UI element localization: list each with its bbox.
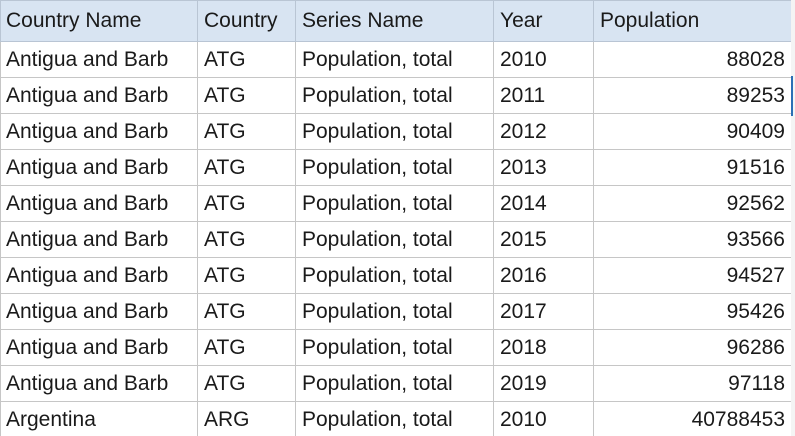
sheet-right-edge: [791, 0, 795, 436]
cell-country-name[interactable]: Antigua and Barb: [0, 365, 198, 402]
cell-population[interactable]: 93566: [593, 221, 792, 258]
cell-country-name[interactable]: Antigua and Barb: [0, 221, 198, 258]
cell-country-code[interactable]: ATG: [197, 149, 296, 186]
table-row: Antigua and Barb ATG Population, total 2…: [0, 149, 792, 186]
cell-country-name[interactable]: Antigua and Barb: [0, 293, 198, 330]
table-row: Argentina ARG Population, total 2010 407…: [0, 401, 792, 436]
header-cell-series-name[interactable]: Series Name: [295, 0, 494, 42]
header-cell-year[interactable]: Year: [493, 0, 594, 42]
cell-series-name[interactable]: Population, total: [295, 293, 494, 330]
cell-population[interactable]: 92562: [593, 185, 792, 222]
cell-year[interactable]: 2017: [493, 293, 594, 330]
cell-series-name[interactable]: Population, total: [295, 221, 494, 258]
cell-year[interactable]: 2012: [493, 113, 594, 150]
cell-year[interactable]: 2010: [493, 401, 594, 436]
cell-population[interactable]: 95426: [593, 293, 792, 330]
header-cell-country[interactable]: Country: [197, 0, 296, 42]
cell-country-code[interactable]: ATG: [197, 257, 296, 294]
cell-country-name[interactable]: Antigua and Barb: [0, 113, 198, 150]
cell-country-name[interactable]: Antigua and Barb: [0, 329, 198, 366]
cell-population[interactable]: 97118: [593, 365, 792, 402]
header-row: Country Name Country Series Name Year Po…: [0, 0, 792, 42]
cell-country-name[interactable]: Antigua and Barb: [0, 185, 198, 222]
selection-edge-marker: [791, 76, 793, 116]
table-row: Antigua and Barb ATG Population, total 2…: [0, 185, 792, 222]
cell-year[interactable]: 2014: [493, 185, 594, 222]
cell-year[interactable]: 2013: [493, 149, 594, 186]
cell-country-name[interactable]: Antigua and Barb: [0, 257, 198, 294]
table-row: Antigua and Barb ATG Population, total 2…: [0, 221, 792, 258]
cell-country-code[interactable]: ARG: [197, 401, 296, 436]
cell-country-code[interactable]: ATG: [197, 113, 296, 150]
cell-country-name[interactable]: Antigua and Barb: [0, 41, 198, 78]
cell-country-name[interactable]: Argentina: [0, 401, 198, 436]
cell-country-code[interactable]: ATG: [197, 185, 296, 222]
table-row: Antigua and Barb ATG Population, total 2…: [0, 77, 792, 114]
cell-population[interactable]: 96286: [593, 329, 792, 366]
cell-series-name[interactable]: Population, total: [295, 185, 494, 222]
cell-series-name[interactable]: Population, total: [295, 365, 494, 402]
cell-country-code[interactable]: ATG: [197, 365, 296, 402]
cell-country-code[interactable]: ATG: [197, 293, 296, 330]
cell-population[interactable]: 90409: [593, 113, 792, 150]
table-row: Antigua and Barb ATG Population, total 2…: [0, 293, 792, 330]
cell-year[interactable]: 2011: [493, 77, 594, 114]
cell-series-name[interactable]: Population, total: [295, 149, 494, 186]
cell-country-name[interactable]: Antigua and Barb: [0, 77, 198, 114]
cell-year[interactable]: 2015: [493, 221, 594, 258]
table-row: Antigua and Barb ATG Population, total 2…: [0, 365, 792, 402]
cell-series-name[interactable]: Population, total: [295, 329, 494, 366]
cell-year[interactable]: 2016: [493, 257, 594, 294]
cell-country-code[interactable]: ATG: [197, 329, 296, 366]
cell-population[interactable]: 89253: [593, 77, 792, 114]
table-row: Antigua and Barb ATG Population, total 2…: [0, 113, 792, 150]
table-row: Antigua and Barb ATG Population, total 2…: [0, 329, 792, 366]
cell-series-name[interactable]: Population, total: [295, 401, 494, 436]
cell-country-code[interactable]: ATG: [197, 41, 296, 78]
cell-year[interactable]: 2018: [493, 329, 594, 366]
cell-year[interactable]: 2010: [493, 41, 594, 78]
cell-population[interactable]: 40788453: [593, 401, 792, 436]
table-row: Antigua and Barb ATG Population, total 2…: [0, 41, 792, 78]
table-row: Antigua and Barb ATG Population, total 2…: [0, 257, 792, 294]
header-cell-country-name[interactable]: Country Name: [0, 0, 198, 42]
table-body: Antigua and Barb ATG Population, total 2…: [0, 41, 792, 436]
cell-country-name[interactable]: Antigua and Barb: [0, 149, 198, 186]
cell-country-code[interactable]: ATG: [197, 221, 296, 258]
cell-population[interactable]: 94527: [593, 257, 792, 294]
cell-population[interactable]: 88028: [593, 41, 792, 78]
cell-year[interactable]: 2019: [493, 365, 594, 402]
cell-series-name[interactable]: Population, total: [295, 77, 494, 114]
cell-country-code[interactable]: ATG: [197, 77, 296, 114]
cell-population[interactable]: 91516: [593, 149, 792, 186]
cell-series-name[interactable]: Population, total: [295, 41, 494, 78]
cell-series-name[interactable]: Population, total: [295, 257, 494, 294]
cell-series-name[interactable]: Population, total: [295, 113, 494, 150]
header-cell-population[interactable]: Population: [593, 0, 792, 42]
